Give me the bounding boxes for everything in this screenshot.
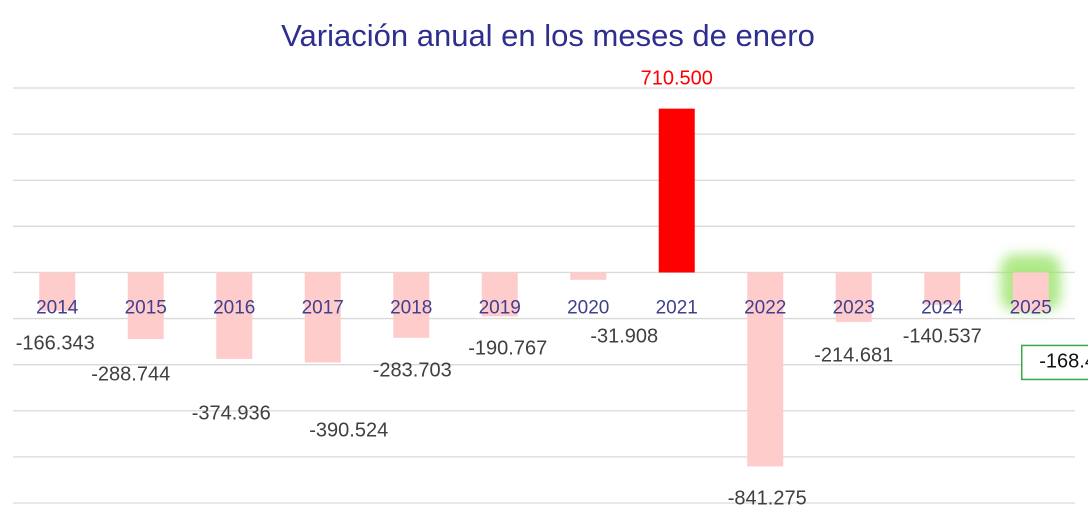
x-tick-label: 2020 — [567, 297, 609, 318]
x-tick-label: 2024 — [921, 297, 964, 318]
highlight-box — [1021, 344, 1088, 381]
value-label: -283.703 — [373, 360, 452, 382]
bar — [570, 272, 607, 280]
value-label: -214.681 — [814, 345, 893, 367]
value-label: -841.275 — [728, 488, 807, 510]
bar — [658, 108, 695, 273]
bar — [39, 272, 76, 311]
bar — [127, 272, 164, 340]
bar — [835, 272, 872, 322]
bar — [216, 272, 253, 359]
bar — [481, 272, 518, 317]
bar — [304, 272, 341, 363]
x-tick-label: 2016 — [213, 297, 255, 318]
x-tick-label: 2019 — [479, 297, 521, 318]
value-label: -31.908 — [590, 326, 658, 348]
value-label: -168.417 — [1039, 351, 1088, 373]
value-label: -390.524 — [309, 420, 388, 442]
bar — [1012, 272, 1049, 312]
bar — [393, 272, 430, 338]
x-tick-label: 2017 — [302, 297, 344, 318]
value-label: -166.343 — [16, 333, 95, 355]
x-tick-label: 2018 — [390, 297, 432, 318]
x-tick-label: 2015 — [125, 297, 167, 318]
value-label: -374.936 — [192, 403, 271, 425]
value-label: -140.537 — [903, 326, 982, 348]
bar — [747, 272, 784, 467]
x-tick-label: 2022 — [744, 297, 786, 318]
x-tick-label: 2025 — [1010, 297, 1052, 318]
x-tick-label: 2023 — [833, 297, 875, 318]
bar — [924, 272, 961, 305]
x-tick-label: 2014 — [36, 297, 79, 318]
value-label: -288.744 — [91, 364, 170, 386]
value-label: -190.767 — [468, 338, 547, 360]
value-label: 710.500 — [641, 68, 713, 90]
chart-title: Variación anual en los meses de enero — [281, 18, 815, 53]
x-tick-label: 2021 — [656, 297, 698, 318]
